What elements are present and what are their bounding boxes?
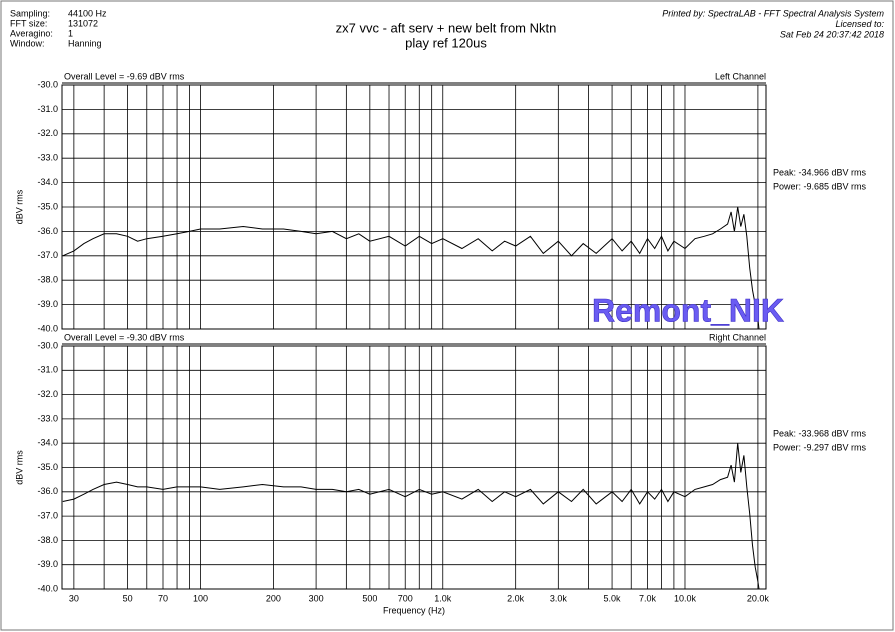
channel: Right Channel <box>709 332 766 342</box>
y-tick-label: -40.0 <box>37 323 58 333</box>
y-tick-label: -39.0 <box>37 559 58 569</box>
y-tick-label: -30.0 <box>37 340 58 350</box>
channel: Left Channel <box>715 71 766 81</box>
x-tick-label: 50 <box>123 593 133 603</box>
x-tick-label: 70 <box>158 593 168 603</box>
x-tick-label: 300 <box>309 593 324 603</box>
y-tick-label: -39.0 <box>37 299 58 309</box>
x-tick-label: 5.0k <box>604 593 622 603</box>
x-tick-label: 1.0k <box>434 593 452 603</box>
y-tick-label: -33.0 <box>37 153 58 163</box>
overall-level: Overall Level = -9.69 dBV rms <box>64 71 185 81</box>
y-tick-label: -32.0 <box>37 389 58 399</box>
info-label: Window: <box>10 38 45 48</box>
x-tick-label: 20.0k <box>747 593 770 603</box>
x-tick-label: 100 <box>193 593 208 603</box>
x-axis-label: Frequency (Hz) <box>383 605 445 615</box>
spectrum-line <box>62 206 760 330</box>
watermark: Remont_NIK <box>592 292 784 328</box>
info-label: Averagino: <box>10 28 53 38</box>
x-tick-label: 700 <box>398 593 413 603</box>
y-tick-label: -31.0 <box>37 104 58 114</box>
annotation: Peak: -34.966 dBV rms <box>773 167 867 177</box>
x-tick-label: 10.0k <box>674 593 697 603</box>
info-value: 1 <box>68 28 73 38</box>
x-tick-label: 3.0k <box>550 593 568 603</box>
y-axis-label: dBV rms <box>14 450 24 485</box>
spectrum-line <box>62 443 760 590</box>
y-tick-label: -34.0 <box>37 438 58 448</box>
info-value: 44100 Hz <box>68 8 107 18</box>
y-tick-label: -34.0 <box>37 177 58 187</box>
printed-by: Licensed to: <box>835 19 884 29</box>
y-tick-label: -33.0 <box>37 413 58 423</box>
y-tick-label: -37.0 <box>37 250 58 260</box>
y-tick-label: -36.0 <box>37 486 58 496</box>
printed-by: Sat Feb 24 20:37:42 2018 <box>780 29 884 39</box>
x-tick-label: 7.0k <box>639 593 657 603</box>
info-value: Hanning <box>68 38 102 48</box>
x-tick-label: 500 <box>362 593 377 603</box>
y-tick-label: -30.0 <box>37 79 58 89</box>
y-tick-label: -35.0 <box>37 201 58 211</box>
title: zx7 vvc - aft serv + new belt from Nktn <box>336 20 557 35</box>
y-tick-label: -38.0 <box>37 275 58 285</box>
info-label: Sampling: <box>10 8 50 18</box>
x-tick-label: 2.0k <box>507 593 525 603</box>
x-tick-label: 200 <box>266 593 281 603</box>
y-tick-label: -32.0 <box>37 128 58 138</box>
y-tick-label: -40.0 <box>37 583 58 593</box>
printed-by: Printed by: SpectraLAB - FFT Spectral An… <box>662 8 884 18</box>
annotation: Peak: -33.968 dBV rms <box>773 428 867 438</box>
annotation: Power: -9.685 dBV rms <box>773 181 867 191</box>
info-value: 131072 <box>68 18 98 28</box>
y-tick-label: -31.0 <box>37 365 58 375</box>
y-tick-label: -38.0 <box>37 535 58 545</box>
overall-level: Overall Level = -9.30 dBV rms <box>64 332 185 342</box>
y-tick-label: -36.0 <box>37 226 58 236</box>
y-tick-label: -37.0 <box>37 510 58 520</box>
annotation: Power: -9.297 dBV rms <box>773 442 867 452</box>
y-axis-label: dBV rms <box>14 189 24 224</box>
y-tick-label: -35.0 <box>37 462 58 472</box>
title: play ref 120us <box>405 35 487 50</box>
x-tick-label: 30 <box>69 593 79 603</box>
info-label: FFT size: <box>10 18 47 28</box>
